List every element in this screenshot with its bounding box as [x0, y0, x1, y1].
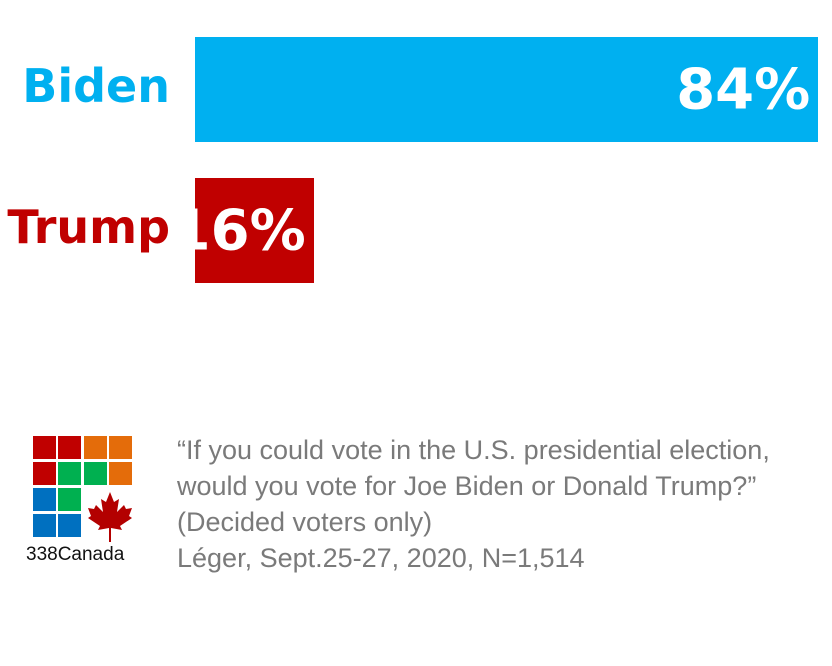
category-label-trump: Trump	[7, 200, 170, 254]
data-label-biden: 84%	[676, 57, 811, 122]
logo-square	[33, 462, 56, 485]
logo-square	[33, 488, 56, 511]
maple-leaf-icon	[88, 492, 132, 542]
data-label-trump: 16%	[171, 198, 306, 263]
logo-square	[84, 436, 107, 459]
bar-trump: 16%	[172, 178, 314, 283]
logo-square	[33, 514, 56, 537]
caption-source: Léger, Sept.25-27, 2020, N=1,514	[177, 543, 585, 573]
category-label-biden: Biden	[22, 59, 170, 113]
logo-square	[109, 436, 132, 459]
logo-square	[33, 436, 56, 459]
caption-note: (Decided voters only)	[177, 507, 433, 537]
logo-square	[84, 462, 107, 485]
logo-square	[58, 436, 81, 459]
logo-square	[58, 462, 81, 485]
bar-biden: 84%	[195, 37, 819, 142]
logo-square	[109, 462, 132, 485]
logo-square	[58, 514, 81, 537]
logo-square	[58, 488, 81, 511]
logo-name: 338Canada	[26, 544, 125, 565]
caption-question-line-1: “If you could vote in the U.S. president…	[177, 435, 770, 465]
caption: “If you could vote in the U.S. president…	[177, 432, 770, 576]
caption-question-line-2: would you vote for Joe Biden or Donald T…	[177, 471, 757, 501]
